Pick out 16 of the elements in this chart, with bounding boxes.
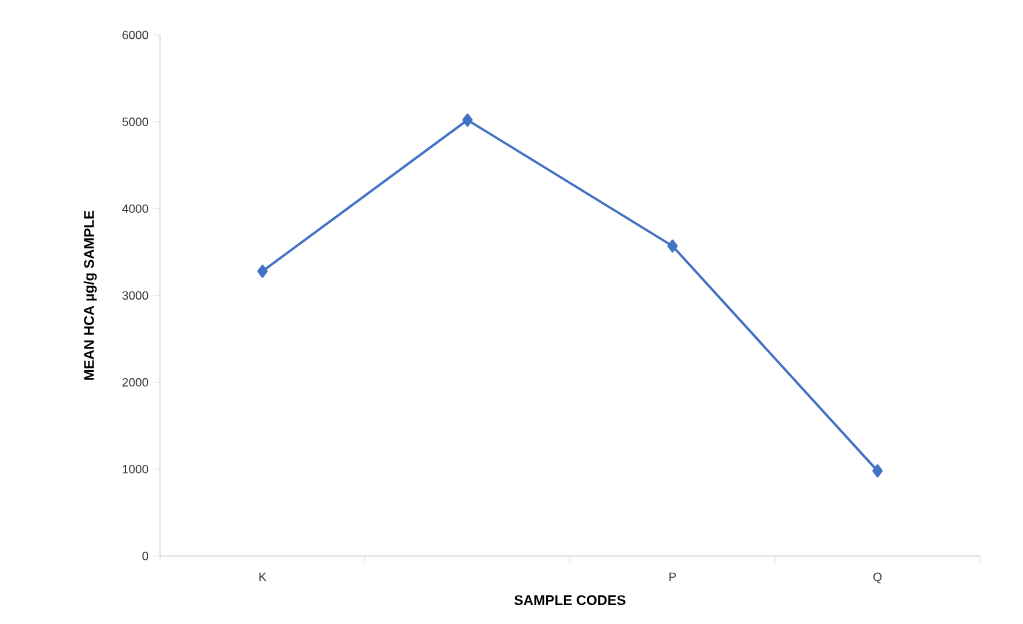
y-tick-label: 2000 <box>122 378 149 387</box>
point <box>667 239 678 253</box>
y-tick-label: 3000 <box>122 291 149 300</box>
x-tick-label: Q <box>873 572 882 584</box>
x-tick-label: P <box>669 572 676 581</box>
point <box>872 464 883 478</box>
x-tick-label: K <box>259 572 267 581</box>
y-axis-title: MEAN HCA µg/g SAMPLE <box>83 210 97 380</box>
point <box>462 113 473 127</box>
y-tick-label: 6000 <box>122 30 149 40</box>
y-tick-label: 1000 <box>122 464 149 474</box>
y-tick-label: 4000 <box>122 204 149 213</box>
x-axis-title: SAMPLE CODES <box>514 595 626 606</box>
y-tick-label: 0 <box>142 551 149 561</box>
y-tick-label: 5000 <box>122 117 149 127</box>
point <box>257 264 268 278</box>
